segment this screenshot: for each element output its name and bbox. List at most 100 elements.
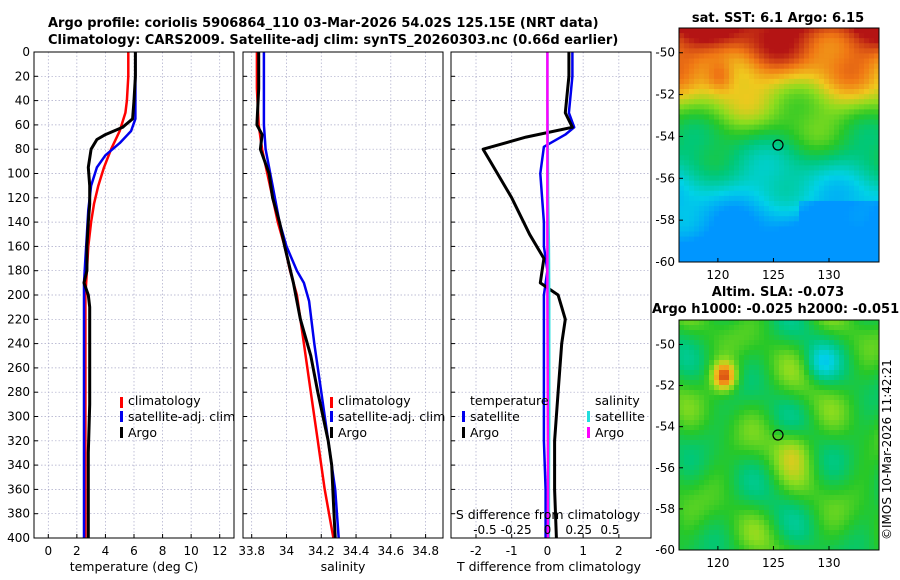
sst-cell <box>764 38 770 44</box>
sst-cell <box>774 246 780 253</box>
sla-cell <box>774 385 780 391</box>
sst-cell <box>739 89 745 95</box>
sst-cell <box>804 200 810 207</box>
sst-cell <box>814 170 820 177</box>
sst-cell <box>764 43 770 49</box>
sla-cell <box>734 400 740 406</box>
sla-cell <box>864 525 870 531</box>
sst-cell <box>724 78 730 85</box>
sst-cell <box>759 195 765 202</box>
sla-cell <box>709 465 715 471</box>
sla-cell <box>714 370 720 376</box>
sla-cell <box>854 340 860 346</box>
sla-cell <box>729 425 735 431</box>
sla-cell <box>734 460 740 466</box>
sst-cell <box>824 175 830 182</box>
sla-cell <box>874 495 879 501</box>
sst-cell <box>819 170 825 177</box>
sst-cell <box>729 134 735 141</box>
sst-cell <box>864 114 870 121</box>
sla-cell <box>744 350 750 356</box>
sla-cell <box>799 490 805 496</box>
sla-cell <box>844 470 850 476</box>
sla-cell <box>699 325 705 331</box>
sst-cell <box>769 114 775 121</box>
sst-cell <box>704 58 710 65</box>
sst-cell <box>739 226 745 233</box>
sst-cell <box>764 89 770 95</box>
sla-cell <box>779 535 785 541</box>
sla-cell <box>734 425 740 431</box>
sla-cell <box>749 330 755 336</box>
sst-cell <box>799 83 805 90</box>
sla-cell <box>724 490 730 496</box>
sst-cell <box>759 226 765 233</box>
sst-cell <box>829 38 835 44</box>
sst-cell <box>679 28 685 34</box>
sla-cell <box>819 455 825 461</box>
sla-cell <box>864 475 870 481</box>
sla-cell <box>729 330 735 336</box>
sst-cell <box>869 134 875 141</box>
sla-cell <box>854 500 860 506</box>
sla-cell <box>779 425 785 431</box>
sst-cell <box>824 211 830 217</box>
sst-cell <box>724 38 730 44</box>
sla-cell <box>784 515 790 521</box>
sla-cell <box>834 470 840 476</box>
sla-cell <box>709 375 715 381</box>
sst-cell <box>764 129 770 136</box>
sla-cell <box>699 450 705 456</box>
sla-cell <box>689 360 695 366</box>
sla-cell <box>784 370 790 376</box>
sst-cell <box>839 231 845 238</box>
sst-cell <box>699 256 705 262</box>
sla-cell <box>854 460 860 466</box>
sla-cell <box>789 320 795 326</box>
sst-cell <box>729 28 735 34</box>
sla-cell <box>789 345 795 351</box>
sst-cell <box>789 48 795 55</box>
sst-cell <box>699 216 705 222</box>
sst-cell <box>804 38 810 44</box>
sst-cell <box>744 155 750 161</box>
sst-cell <box>749 53 755 60</box>
sla-cell <box>799 540 805 546</box>
sst-cell <box>719 99 725 105</box>
sst-cell <box>729 246 735 253</box>
sla-cell <box>699 360 705 366</box>
sla-cell <box>874 535 879 541</box>
sla-cell <box>679 370 685 376</box>
sst-cell <box>784 231 790 238</box>
sla-cell <box>714 410 720 416</box>
sla-cell <box>839 345 845 351</box>
map-lon-label: 130 <box>818 556 841 570</box>
sla-cell <box>694 490 700 496</box>
imos-watermark: ©IMOS 10-Mar-2026 11:42:21 <box>880 359 894 540</box>
sla-cell <box>699 400 705 406</box>
sst-cell <box>809 134 815 141</box>
sla-cell <box>774 350 780 356</box>
sla-cell <box>689 540 695 546</box>
sla-cell <box>864 490 870 496</box>
sst-cell <box>694 53 700 60</box>
sla-cell <box>769 470 775 476</box>
sla-cell <box>784 375 790 381</box>
sla-cell <box>754 545 760 550</box>
sla-cell <box>859 400 865 406</box>
sla-cell <box>749 505 755 511</box>
sla-cell <box>714 320 720 326</box>
sla-cell <box>769 485 775 491</box>
sst-cell <box>739 195 745 202</box>
sla-cell <box>784 475 790 481</box>
sla-cell <box>834 440 840 446</box>
sla-cell <box>854 435 860 441</box>
sst-cell <box>839 78 845 85</box>
sla-cell <box>814 410 820 416</box>
sst-cell <box>849 165 855 172</box>
sla-cell <box>704 430 710 436</box>
sla-cell <box>719 485 725 491</box>
map-lon-label: 120 <box>706 556 729 570</box>
sst-cell <box>689 155 695 161</box>
sla-cell <box>729 435 735 441</box>
